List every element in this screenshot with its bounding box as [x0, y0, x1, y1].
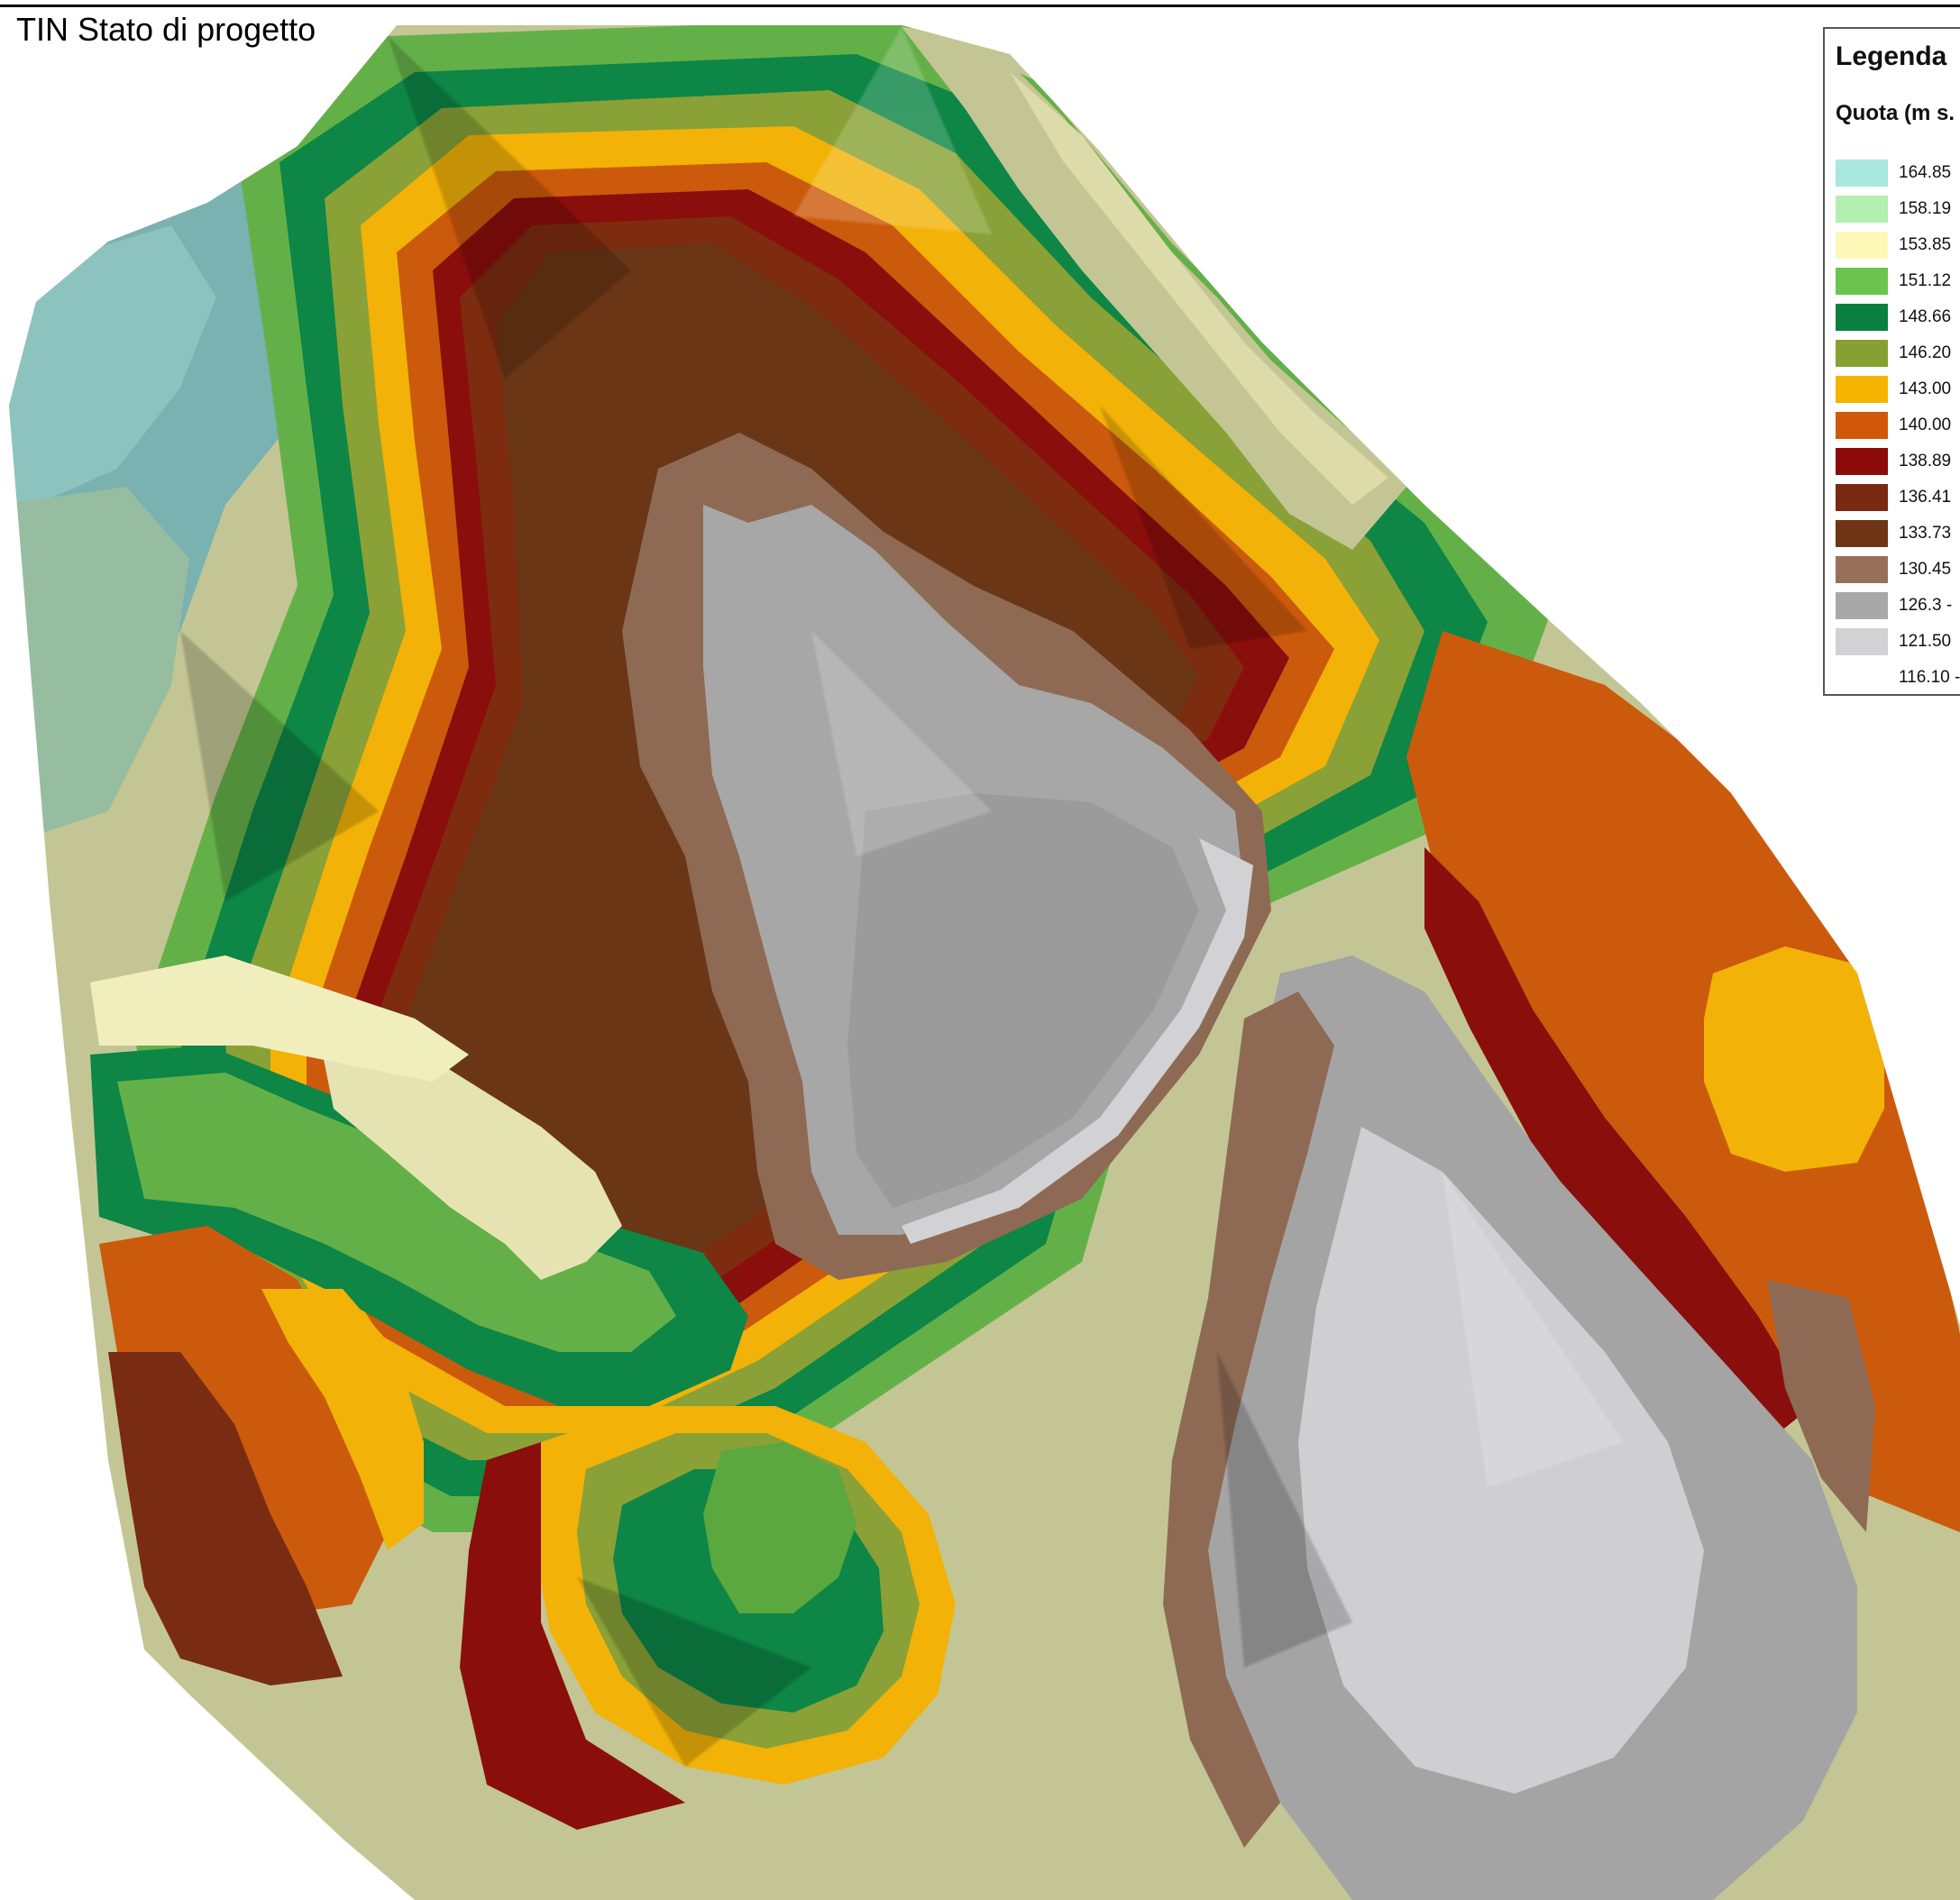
- legend-row: 143.00: [1836, 371, 1960, 407]
- legend-label: 133.73: [1899, 524, 1952, 543]
- legend-label: 164.85: [1899, 163, 1952, 182]
- central-basin-lowest: [847, 793, 1199, 1208]
- legend-row: 158.19: [1836, 191, 1960, 227]
- legend-swatch: [1836, 304, 1888, 331]
- map-title: TIN Stato di progetto: [16, 11, 316, 48]
- legend-row: 121.50: [1836, 624, 1960, 660]
- legend-label: 146.20: [1899, 343, 1952, 362]
- legend-label: 130.45: [1899, 560, 1952, 579]
- west-spur-pale-ridge: [316, 1019, 622, 1280]
- legend-label: 148.66: [1899, 307, 1952, 326]
- legend-label: 151.12: [1899, 271, 1952, 290]
- legend-row: 140.00: [1836, 407, 1960, 443]
- legend-swatch: [1836, 448, 1888, 475]
- sw-yellow-band: [261, 1289, 424, 1550]
- tin-facet-shading: [180, 27, 1623, 1767]
- ne-pale-crest: [1010, 72, 1388, 505]
- west-slope-band: [9, 487, 189, 847]
- legend-label: 153.85: [1899, 235, 1952, 254]
- legend-row: 138.89: [1836, 443, 1960, 480]
- legend-swatch: [1836, 268, 1888, 295]
- sw-dark-band: [108, 1352, 343, 1685]
- nw-summit-band: [9, 225, 216, 505]
- legend-label: 138.89: [1899, 452, 1952, 470]
- legend-swatch: [1836, 556, 1888, 583]
- legend-subtitle: Quota (m s.: [1836, 101, 1955, 125]
- west-pale-terrace: [90, 955, 469, 1082]
- legend-row: 133.73: [1836, 516, 1960, 552]
- map-frame-top-border: [0, 5, 1960, 7]
- legend-label: 126.3 -: [1899, 596, 1953, 615]
- legend-swatch: [1836, 664, 1888, 691]
- south-knoll-summit: [703, 1442, 856, 1613]
- legend-row: 146.20: [1836, 335, 1960, 371]
- legend-label: 143.00: [1899, 379, 1952, 398]
- legend-swatch: [1836, 196, 1888, 223]
- legend-swatch: [1836, 484, 1888, 511]
- legend-class-list: 164.85 158.19 153.85 151.12 148.66 146.20 143.…: [1836, 155, 1960, 694]
- legend-label: 116.10 -: [1899, 668, 1960, 687]
- basin-inner-rim-light: [902, 838, 1253, 1244]
- legend-label: 158.19: [1899, 199, 1952, 218]
- legend-label: 140.00: [1899, 416, 1952, 434]
- legend-row: 164.85: [1836, 155, 1960, 191]
- legend-swatch: [1836, 412, 1888, 439]
- legend-row: 126.3 -: [1836, 588, 1960, 624]
- legend-swatch: [1836, 592, 1888, 619]
- legend-swatch: [1836, 628, 1888, 655]
- west-spur-green: [117, 1073, 676, 1352]
- legend-row: 151.12: [1836, 263, 1960, 299]
- legend-swatch: [1836, 232, 1888, 259]
- legend-swatch: [1836, 160, 1888, 187]
- legend-label: 136.41: [1899, 488, 1952, 507]
- legend-panel: Legenda Quota (m s. 164.85 158.19 153.85 15…: [1823, 27, 1960, 696]
- legend-swatch: [1836, 520, 1888, 547]
- legend-swatch: [1836, 376, 1888, 403]
- legend-row: 153.85: [1836, 227, 1960, 263]
- legend-swatch: [1836, 340, 1888, 367]
- legend-row: 148.66: [1836, 299, 1960, 335]
- legend-row: 116.10 -: [1836, 660, 1960, 694]
- south-knoll-red-edge: [460, 1442, 685, 1830]
- legend-label: 121.50: [1899, 632, 1952, 651]
- legend-title: Legenda: [1836, 41, 1947, 71]
- se-basin-rim: [1163, 991, 1334, 1848]
- east-yellow-knob: [1704, 946, 1884, 1172]
- legend-row: 130.45: [1836, 552, 1960, 588]
- east-red-line: [1424, 847, 1812, 1442]
- legend-row: 136.41: [1836, 480, 1960, 516]
- se-outer-rim: [1767, 1280, 1875, 1532]
